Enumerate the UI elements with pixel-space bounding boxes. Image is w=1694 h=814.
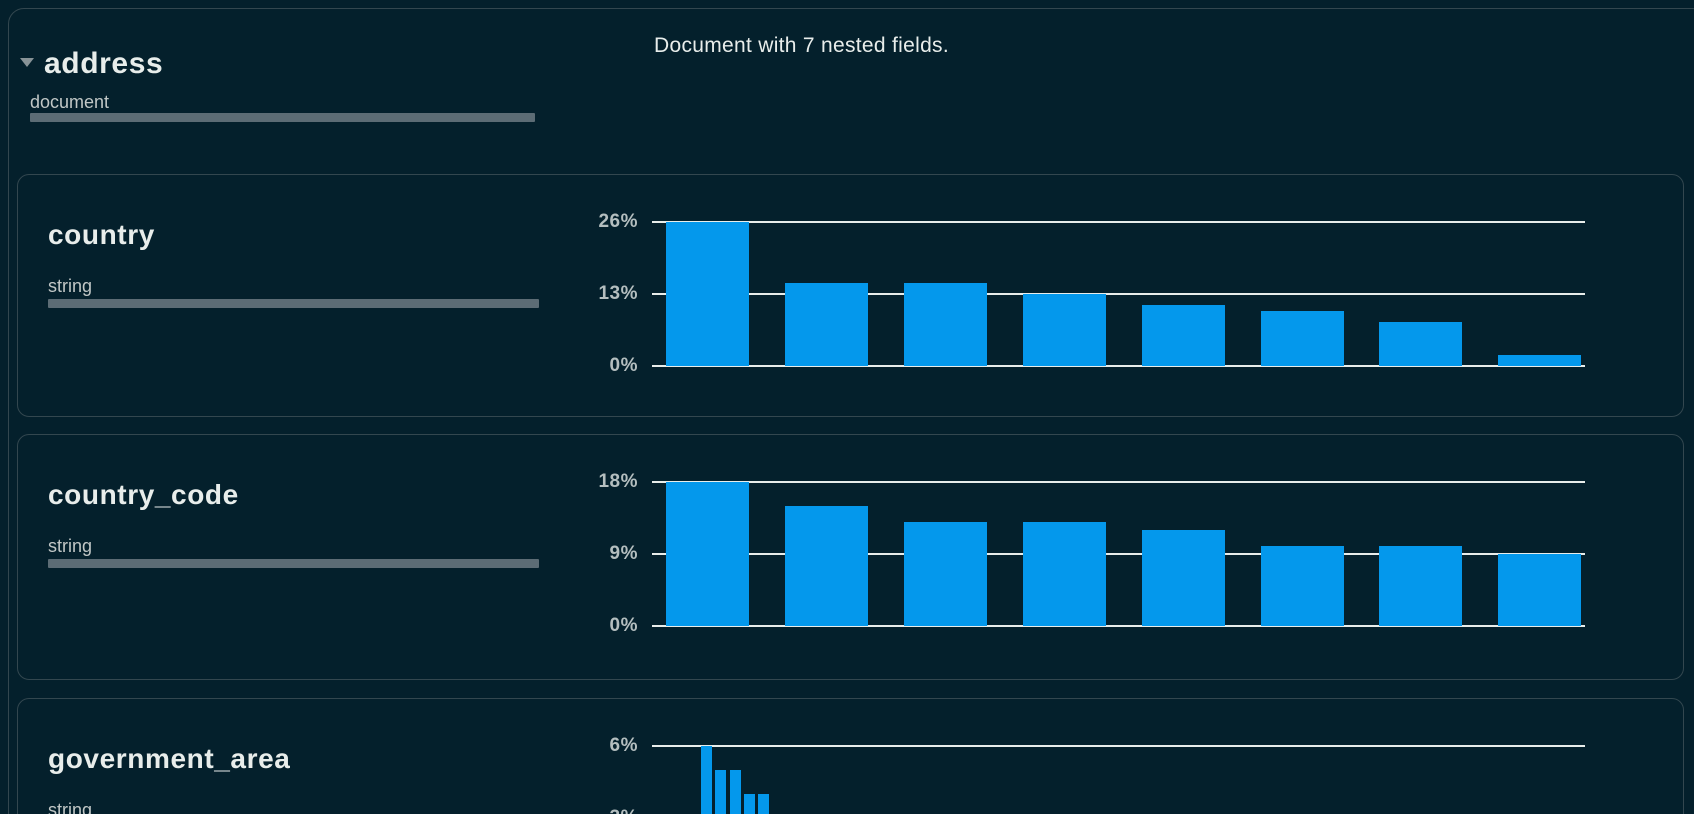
chart-bar[interactable] [715,770,727,814]
gridline [652,625,1585,627]
field-name: country_code [48,479,239,510]
chart-bar[interactable] [1260,546,1344,626]
collapse-caret-icon[interactable] [20,58,34,67]
chart-bar[interactable] [784,506,868,626]
chart-bar[interactable] [1141,305,1225,366]
gridline [652,481,1585,483]
y-axis-tick-label: 26% [598,211,638,232]
chart-bar[interactable] [729,770,741,814]
field-type-label: string [48,536,93,556]
gridline [652,745,1585,747]
field-card-government-area: government_area string 6%3%0% [17,698,1684,814]
gridline [652,293,1585,295]
field-card-country-code: country_code string 18% 9% 0% [17,434,1684,680]
gridline [652,365,1585,367]
type-distribution-bar [30,113,535,122]
y-axis-tick-label: 0% [609,355,638,376]
document-field-type-label: document [30,92,110,112]
field-type-label: string [48,276,93,296]
value-distribution-chart: 26% 13% 0% [598,211,1585,376]
field-name: government_area [48,743,291,774]
chart-bar[interactable] [1379,546,1463,626]
chart-bar[interactable] [758,794,769,814]
chart-bar[interactable] [666,482,749,626]
document-field-name: address [44,47,164,80]
chart-bar[interactable] [1141,530,1225,626]
chart-bar[interactable] [1379,321,1463,366]
chart-bar[interactable] [701,746,712,814]
y-axis-tick-label: 9% [609,543,638,564]
chart-bar[interactable] [666,222,749,366]
chart-bar[interactable] [1260,310,1344,366]
chart-bar[interactable] [903,282,987,366]
type-distribution-bar [48,299,539,308]
y-axis-tick-label: 3% [530,807,638,814]
gridline [652,553,1585,555]
chart-bar[interactable] [1498,554,1582,626]
y-axis-tick-label: 6% [609,735,638,756]
field-type-label: string [48,800,93,814]
chart-bar[interactable] [1022,294,1106,366]
chart-bar[interactable] [784,282,868,366]
chart-bar[interactable] [743,794,755,814]
chart-bar[interactable] [1498,354,1582,366]
gridline [652,221,1585,223]
nested-fields-description: Document with 7 nested fields. [654,34,949,57]
value-distribution-chart: 6%3%0% [610,735,1585,814]
y-axis-tick-label: 18% [598,471,638,492]
value-distribution-chart: 18% 9% 0% [598,471,1585,636]
chart-bar[interactable] [903,522,987,626]
field-card-country: country string 26% 13% 0% [17,174,1684,417]
address-document-field-container: address document Document with 7 nested … [8,8,1694,814]
chart-bar[interactable] [1022,522,1106,626]
y-axis-tick-label: 0% [609,615,638,636]
y-axis-tick-label: 13% [598,283,638,304]
field-name: country [48,219,155,250]
type-distribution-bar [48,559,539,568]
